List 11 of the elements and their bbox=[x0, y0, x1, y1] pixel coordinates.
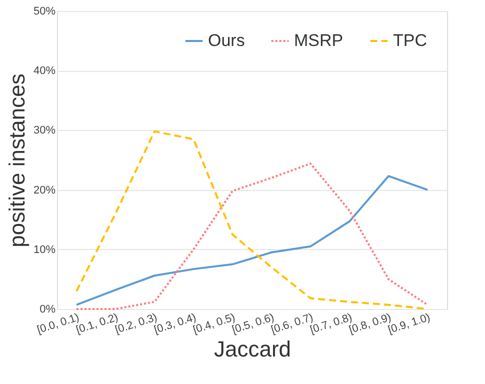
y-tick-label: 30% bbox=[33, 124, 56, 137]
y-tick-label: 20% bbox=[33, 184, 56, 196]
legend-label: MSRP bbox=[294, 31, 344, 50]
y-axis-title: positive instances bbox=[4, 74, 30, 248]
y-tick-label: 40% bbox=[33, 65, 56, 78]
y-tick-label: 10% bbox=[33, 244, 56, 256]
x-axis-title: Jaccard bbox=[214, 336, 292, 362]
y-tick-label: 50% bbox=[33, 6, 56, 18]
legend-label: TPC bbox=[393, 31, 427, 50]
y-tick-label: 0% bbox=[40, 304, 56, 316]
legend-label: Ours bbox=[208, 31, 245, 50]
